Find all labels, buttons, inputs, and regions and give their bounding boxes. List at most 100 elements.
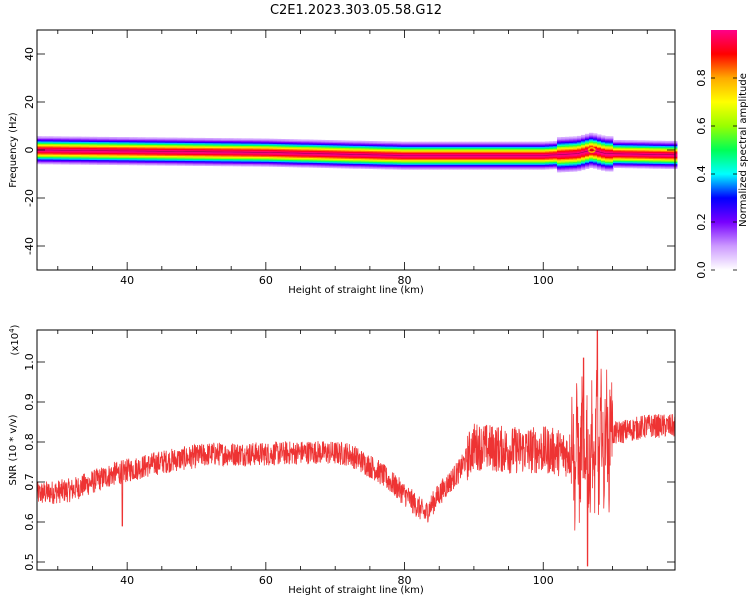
spectrogram-cell: [321, 163, 326, 166]
spectrogram-cell: [69, 152, 74, 154]
spectrogram-cell: [425, 141, 430, 144]
spectrogram-cell: [285, 163, 290, 165]
spectrogram-cell: [361, 142, 366, 144]
spectrogram-cell: [61, 156, 66, 159]
spectrogram-cell: [457, 158, 462, 161]
spectrogram-cell: [557, 162, 562, 164]
spectrogram-cell: [133, 157, 138, 160]
spectrogram-cell: [337, 146, 342, 148]
spectrogram-cell: [201, 137, 206, 140]
spectrogram-cell: [557, 168, 562, 170]
spectrogram-cell: [549, 141, 554, 143]
spectrogram-cell: [329, 140, 334, 142]
spectrogram-cell: [161, 147, 166, 149]
spectrogram-cell: [557, 155, 562, 157]
spectrogram-cell: [41, 139, 46, 142]
spectrogram-cell: [585, 151, 590, 154]
spectrogram-cell: [413, 151, 418, 153]
spectrogram-cell: [213, 156, 218, 158]
spectrogram-cell: [317, 150, 322, 153]
spectrogram-cell: [341, 145, 346, 147]
spectrogram-cell: [93, 142, 98, 145]
spectrogram-cell: [225, 159, 230, 162]
spectrogram-cell: [97, 163, 102, 165]
spectrogram-cell: [629, 143, 634, 146]
spectrogram-cell: [209, 152, 214, 154]
spectrogram-cell: [121, 156, 126, 158]
spectrogram-cell: [605, 136, 610, 138]
spectrogram-cell: [333, 159, 338, 161]
spectrogram-cell: [577, 145, 582, 148]
spectrogram-cell: [321, 165, 326, 167]
spectrogram-cell: [633, 161, 638, 164]
spectrogram-cell: [137, 142, 142, 144]
spectrogram-cell: [537, 159, 542, 162]
spectrogram-cell: [169, 162, 174, 165]
spectrogram-cell: [205, 141, 210, 144]
spectrogram-cell: [165, 141, 170, 143]
spectrogram-cell: [165, 144, 170, 147]
spectrogram-cell: [653, 144, 658, 146]
spectrogram-cell: [101, 163, 106, 165]
spectrogram-cell: [365, 145, 370, 148]
spectrogram-cell: [429, 151, 434, 153]
spectrogram-cell: [541, 160, 546, 163]
spectrogram-x-axis-label: Height of straight line (km): [288, 285, 424, 296]
spectrogram-cell: [349, 150, 354, 152]
spectrogram-cell: [253, 146, 258, 149]
spectrogram-cell: [165, 160, 170, 162]
spectrogram-cell: [397, 168, 402, 170]
spectrogram-cell: [249, 156, 254, 158]
spectrogram-cell: [109, 152, 114, 155]
spectrogram-cell: [545, 166, 550, 169]
spectrogram-cell: [557, 148, 562, 150]
spectrogram-cell: [445, 147, 450, 150]
spectrogram-cell: [589, 159, 594, 161]
spectrogram-cell: [97, 145, 102, 147]
spectrogram-cell: [661, 149, 666, 151]
spectrogram-cell: [197, 161, 202, 164]
spectrogram-cell: [205, 148, 210, 151]
spectrogram-cell: [325, 144, 330, 147]
spectrogram-cell: [485, 166, 490, 169]
spectrogram-cell: [189, 147, 194, 149]
spectrogram-cell: [157, 138, 162, 141]
spectrogram-cell: [213, 146, 218, 149]
spectrogram-cell: [97, 146, 102, 149]
spectrogram-cell: [185, 148, 190, 151]
spectrogram-cell: [157, 160, 162, 162]
spectrogram-cell: [661, 156, 666, 158]
spectrogram-cell: [489, 151, 494, 153]
spectrogram-cell: [373, 142, 378, 144]
spectrogram-cell: [613, 155, 618, 158]
spectrogram-cell: [161, 163, 166, 166]
spectrogram-cell: [173, 161, 178, 164]
spectrogram-cell: [221, 141, 226, 144]
spectrogram-cell: [461, 145, 466, 147]
spectrogram-cell: [185, 158, 190, 160]
spectrogram-cell: [145, 148, 150, 150]
spectrogram-cell: [389, 149, 394, 152]
spectrogram-cell: [585, 133, 590, 136]
spectrogram-cell: [65, 158, 70, 160]
spectrogram-cell: [457, 164, 462, 167]
spectrogram-cell: [669, 157, 674, 160]
spectrogram-cell: [441, 144, 446, 146]
spectrogram-cell: [473, 145, 478, 147]
spectrogram-cell: [501, 141, 506, 144]
spectrogram-cell: [253, 152, 258, 155]
spectrogram-cell: [137, 161, 142, 163]
spectrogram-cell: [441, 147, 446, 150]
spectrogram-cell: [165, 143, 170, 146]
spectrogram-cell: [481, 145, 486, 147]
spectrogram-cell: [561, 147, 566, 150]
spectrogram-cell: [481, 157, 486, 159]
spectrogram-cell: [669, 163, 674, 166]
spectrogram-cell: [437, 147, 442, 150]
spectrogram-cell: [293, 156, 298, 158]
spectrogram-cell: [261, 162, 266, 165]
spectrogram-cell: [165, 159, 170, 161]
spectrogram-cell: [453, 150, 458, 152]
spectrogram-cell: [409, 144, 414, 146]
spectrogram-cell: [189, 145, 194, 147]
